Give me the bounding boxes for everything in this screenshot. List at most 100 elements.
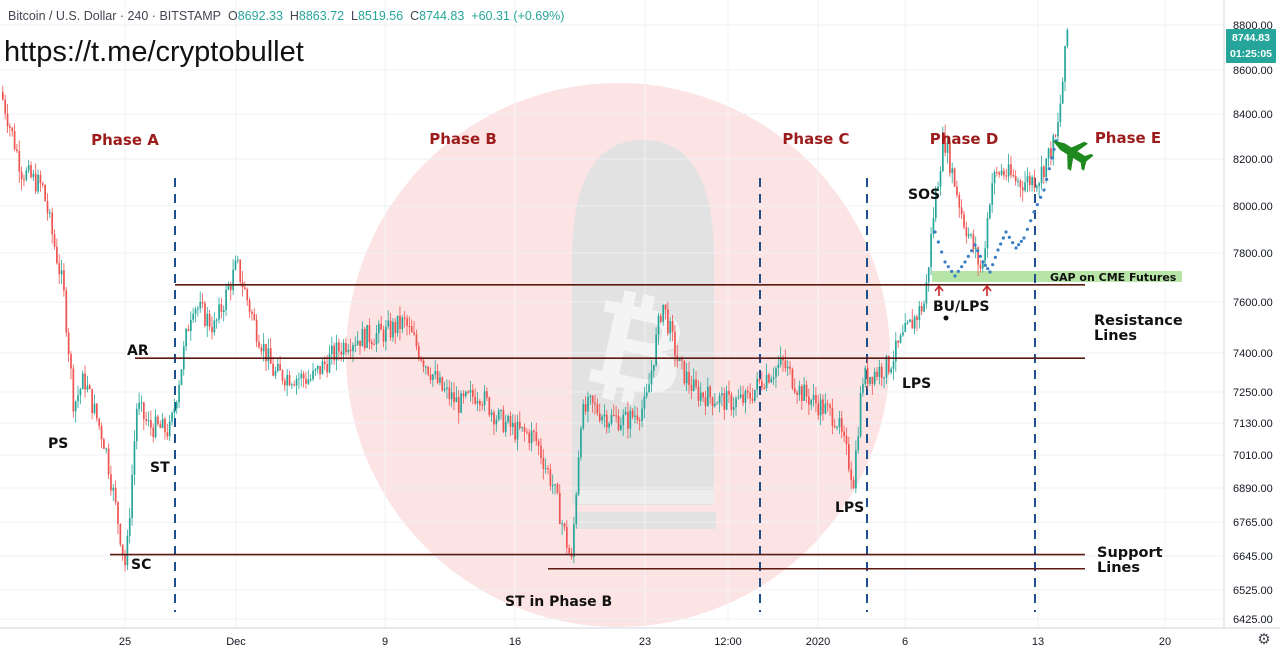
phase-a-label: Phase A (91, 131, 159, 149)
candle (93, 394, 96, 415)
candle (410, 319, 413, 333)
candle (1054, 134, 1057, 138)
candle (953, 167, 956, 188)
candle (1026, 167, 1029, 193)
candle (213, 312, 216, 336)
low-value: 8519.56 (357, 9, 404, 23)
candle (173, 398, 176, 420)
candle (366, 324, 368, 349)
candle (448, 380, 451, 406)
candle (930, 227, 932, 275)
candle (234, 255, 237, 271)
time-axis[interactable]: 25 Dec 9 16 23 12:00 2020 6 13 20 (119, 636, 1171, 648)
candle (563, 522, 566, 531)
candle (312, 362, 314, 382)
candle (699, 382, 702, 407)
candle (211, 316, 213, 340)
projection-dot (936, 240, 940, 244)
candle (855, 440, 857, 494)
candle (511, 414, 514, 435)
candle (824, 393, 827, 415)
candle (331, 336, 333, 365)
gear-icon[interactable]: ⚙ (1257, 631, 1271, 648)
candle (507, 414, 509, 425)
candle (262, 332, 265, 362)
candle (598, 403, 601, 423)
price-tick-label: 7800.00 (1233, 248, 1273, 260)
candle (58, 254, 61, 284)
candle (688, 361, 690, 394)
candle (25, 167, 28, 182)
trend-lines (110, 284, 1085, 570)
candle (147, 411, 150, 427)
price-tick-label: 7130.00 (1233, 418, 1273, 430)
candle (288, 370, 291, 387)
candle (185, 327, 187, 351)
candle (622, 409, 625, 436)
candle (274, 366, 277, 380)
projection-dot (946, 265, 950, 269)
candle (131, 464, 133, 526)
candle (761, 371, 763, 391)
time-tick-label: 2020 (806, 636, 830, 648)
promo-link[interactable]: https://t.me/cryptobullet (4, 36, 304, 68)
ar-label: AR (127, 343, 149, 359)
candle (772, 367, 775, 385)
candle (472, 383, 474, 405)
candle (60, 259, 63, 284)
candle (918, 300, 921, 329)
candle (135, 403, 138, 450)
candle (768, 372, 770, 384)
candle (629, 406, 632, 438)
candle (547, 465, 549, 475)
st-phase-b-label: ST in Phase B (505, 594, 612, 610)
price-axis[interactable]: 8800.008600.008400.008200.008000.007800.… (1233, 20, 1273, 626)
candle (361, 321, 364, 347)
candle (152, 423, 155, 443)
candle (307, 369, 310, 386)
candle (1005, 168, 1008, 181)
candle (899, 333, 902, 344)
candle (566, 520, 568, 554)
projection-dot (970, 249, 974, 253)
candle (241, 271, 244, 297)
projection-dot (973, 243, 977, 247)
current-price: 8744.83 (1232, 32, 1270, 44)
candle (589, 394, 592, 405)
candle (422, 357, 425, 373)
candle (960, 199, 963, 220)
candle (551, 474, 554, 495)
candle (754, 389, 756, 403)
candle (791, 367, 794, 391)
gap-label: GAP on CME Futures (1050, 271, 1177, 284)
price-tick-label: 7250.00 (1233, 387, 1273, 399)
support-label-line1: Support (1097, 545, 1163, 561)
candle (81, 370, 84, 390)
candle (617, 409, 620, 432)
candle (373, 338, 375, 346)
candle (298, 372, 300, 390)
candle (840, 410, 843, 439)
projection-dot (1004, 230, 1008, 234)
candle (793, 378, 796, 395)
candle (187, 324, 190, 332)
candle (385, 319, 387, 351)
candle (730, 391, 733, 416)
candle (401, 315, 404, 334)
candle (408, 316, 411, 335)
projection-dot (1014, 246, 1018, 250)
symbol-title[interactable]: Bitcoin / U.S. Dollar · 240 · BITSTAMP (8, 9, 222, 23)
projection-dot (1001, 236, 1005, 240)
candle (577, 450, 580, 497)
candle (222, 305, 225, 322)
candle (735, 395, 737, 416)
projection-dot (956, 269, 960, 273)
candle (436, 363, 439, 385)
candle (728, 380, 730, 403)
candle (852, 476, 855, 490)
candle (121, 544, 124, 561)
candle (683, 360, 686, 386)
projection-dot (966, 254, 970, 258)
candle (272, 356, 274, 377)
